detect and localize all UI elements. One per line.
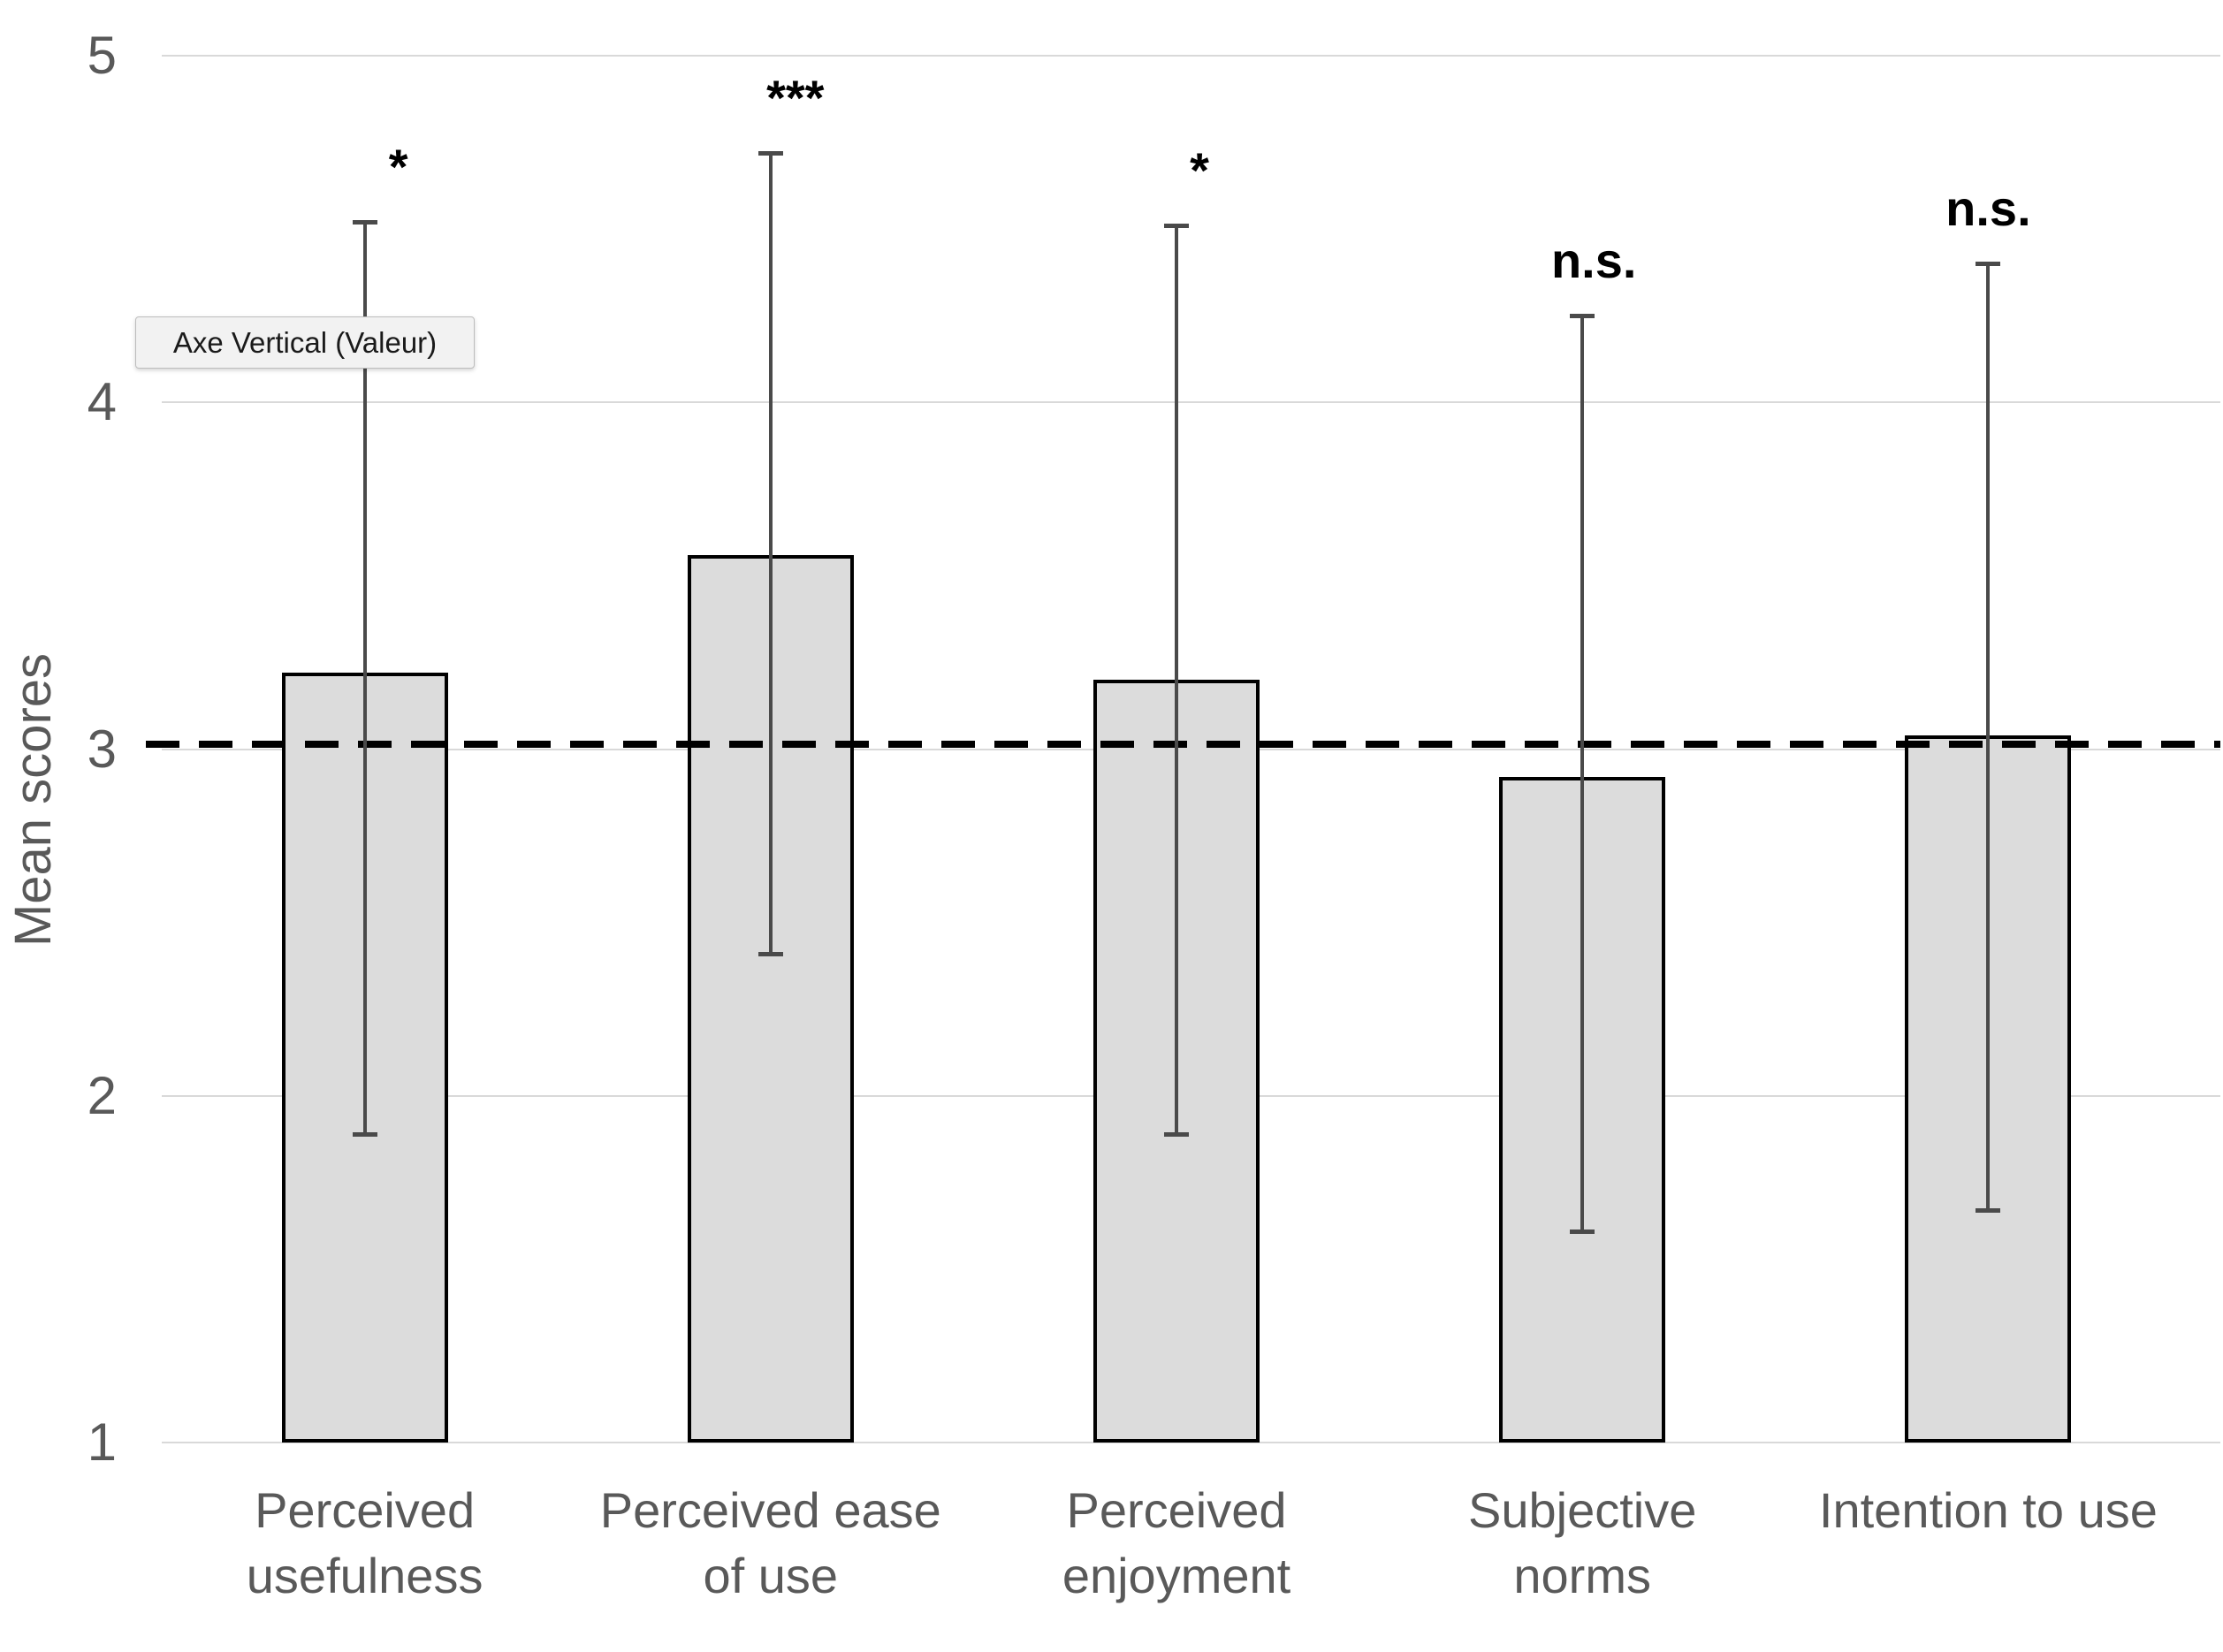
vertical-axis-tooltip: Axe Vertical (Valeur) xyxy=(135,316,475,369)
error-bar-1-bottom-cap xyxy=(757,951,783,956)
significance-label-4[interactable]: n.s. xyxy=(1945,180,2031,237)
error-bar-3-top-cap xyxy=(1570,314,1595,319)
reference-line-y3[interactable] xyxy=(146,740,2220,748)
error-bar-4[interactable] xyxy=(1986,263,1991,1211)
x-category-label-2[interactable]: Perceived enjoyment xyxy=(1062,1482,1291,1603)
significance-label-0[interactable]: * xyxy=(388,139,408,195)
error-bar-0-top-cap xyxy=(352,220,377,225)
x-category-label-3[interactable]: Subjective norms xyxy=(1468,1482,1697,1603)
error-bar-3-bottom-cap xyxy=(1570,1229,1595,1234)
vertical-axis-tooltip-text: Axe Vertical (Valeur) xyxy=(172,325,438,359)
error-bar-1[interactable] xyxy=(768,152,773,954)
error-bar-4-bottom-cap xyxy=(1976,1208,2001,1214)
y-tick-label-3[interactable]: 3 xyxy=(87,719,117,779)
error-bar-2-bottom-cap xyxy=(1164,1131,1189,1137)
gridline-y5 xyxy=(162,55,2220,57)
significance-label-3[interactable]: n.s. xyxy=(1550,232,1637,289)
y-tick-label-5[interactable]: 5 xyxy=(87,26,117,85)
error-bar-0-bottom-cap xyxy=(352,1131,377,1137)
error-bar-0[interactable] xyxy=(362,222,367,1134)
bar-1[interactable] xyxy=(687,554,854,1443)
x-category-label-1[interactable]: Perceived ease of use xyxy=(599,1482,941,1603)
error-bar-1-top-cap xyxy=(757,150,783,156)
x-category-label-4[interactable]: Intention to use xyxy=(1818,1482,2158,1538)
gridline-y4 xyxy=(162,401,2220,404)
error-bar-4-top-cap xyxy=(1976,262,2001,267)
error-bar-2[interactable] xyxy=(1175,225,1178,1134)
y-tick-label-2[interactable]: 2 xyxy=(87,1065,117,1125)
x-category-label-0[interactable]: Perceived usefulness xyxy=(246,1482,483,1603)
y-tick-label-1[interactable]: 1 xyxy=(87,1412,117,1472)
significance-label-1[interactable]: *** xyxy=(766,69,825,126)
significance-label-2[interactable]: * xyxy=(1190,142,1209,199)
y-axis-title[interactable]: Mean scores xyxy=(4,652,62,948)
gridline-y1 xyxy=(162,1442,2220,1443)
y-tick-label-4[interactable]: 4 xyxy=(87,372,117,432)
error-bar-3[interactable] xyxy=(1580,316,1585,1231)
error-bar-2-top-cap xyxy=(1164,224,1189,229)
